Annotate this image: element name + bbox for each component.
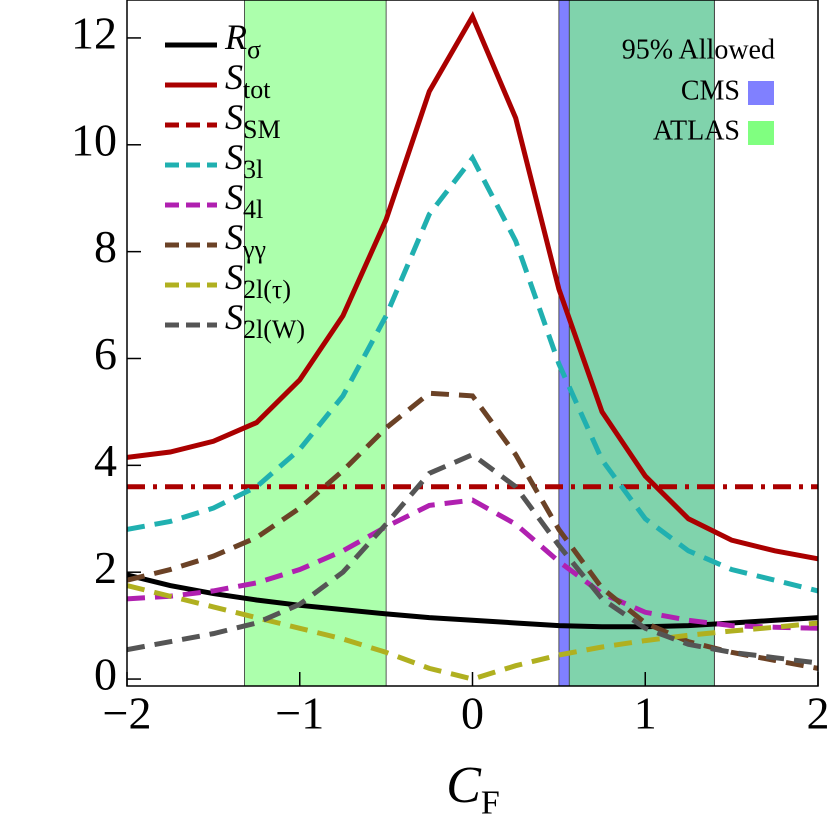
legend-label: S3l xyxy=(225,137,263,184)
band-legend-title: 95% Allowed xyxy=(622,34,775,65)
legend-label: Sγγ xyxy=(225,217,266,264)
main: S xyxy=(225,137,243,177)
main: S xyxy=(225,297,243,337)
sub: γγ xyxy=(242,235,266,264)
main: S xyxy=(225,257,243,297)
sub: F xyxy=(481,784,500,819)
main: R xyxy=(224,17,247,57)
y-tick-label: 2 xyxy=(94,542,117,593)
sub: 3l xyxy=(243,155,263,184)
series-line xyxy=(126,153,819,594)
main: S xyxy=(225,217,243,257)
band xyxy=(568,0,715,687)
sub: 4l xyxy=(243,195,263,224)
legend-swatch xyxy=(748,81,774,105)
legend-label: SSM xyxy=(225,97,281,144)
legend-label: S4l xyxy=(225,177,263,224)
legend-label: S2l(W) xyxy=(225,297,305,344)
main: C xyxy=(446,757,482,814)
y-tick-label: 4 xyxy=(94,435,117,486)
series-line xyxy=(126,390,819,671)
sub: σ xyxy=(247,35,261,64)
legend-label: ATLAS xyxy=(653,115,740,146)
main: S xyxy=(225,97,243,137)
x-tick-label: 0 xyxy=(461,688,484,739)
legend-label: Stot xyxy=(225,57,271,104)
series-line xyxy=(126,572,819,630)
sub: 2l(W) xyxy=(243,315,305,344)
legend-label: Rσ xyxy=(224,17,261,64)
sub: SM xyxy=(243,115,281,144)
series-line xyxy=(126,10,819,562)
series-line xyxy=(126,497,819,631)
x-tick-label: 1 xyxy=(634,688,657,739)
sub: tot xyxy=(243,75,271,104)
main: S xyxy=(225,177,243,217)
y-tick-label: 10 xyxy=(71,114,117,165)
x-tick-label: −1 xyxy=(275,688,324,739)
legend-label: CMS xyxy=(681,75,740,106)
series-line xyxy=(126,451,819,666)
x-tick-label: −2 xyxy=(103,688,152,739)
main: S xyxy=(225,57,243,97)
y-tick-label: 8 xyxy=(94,221,117,272)
x-tick-label: 2 xyxy=(807,688,830,739)
y-tick-label: 0 xyxy=(94,649,117,700)
x-axis-label: CF xyxy=(446,757,500,819)
legend-label: S2l(τ) xyxy=(225,257,291,304)
legend-swatch xyxy=(748,121,774,145)
band xyxy=(244,0,387,687)
sub: 2l(τ) xyxy=(243,275,291,304)
series-line xyxy=(126,583,819,682)
y-tick-label: 12 xyxy=(71,7,117,58)
y-tick-label: 6 xyxy=(94,328,117,379)
